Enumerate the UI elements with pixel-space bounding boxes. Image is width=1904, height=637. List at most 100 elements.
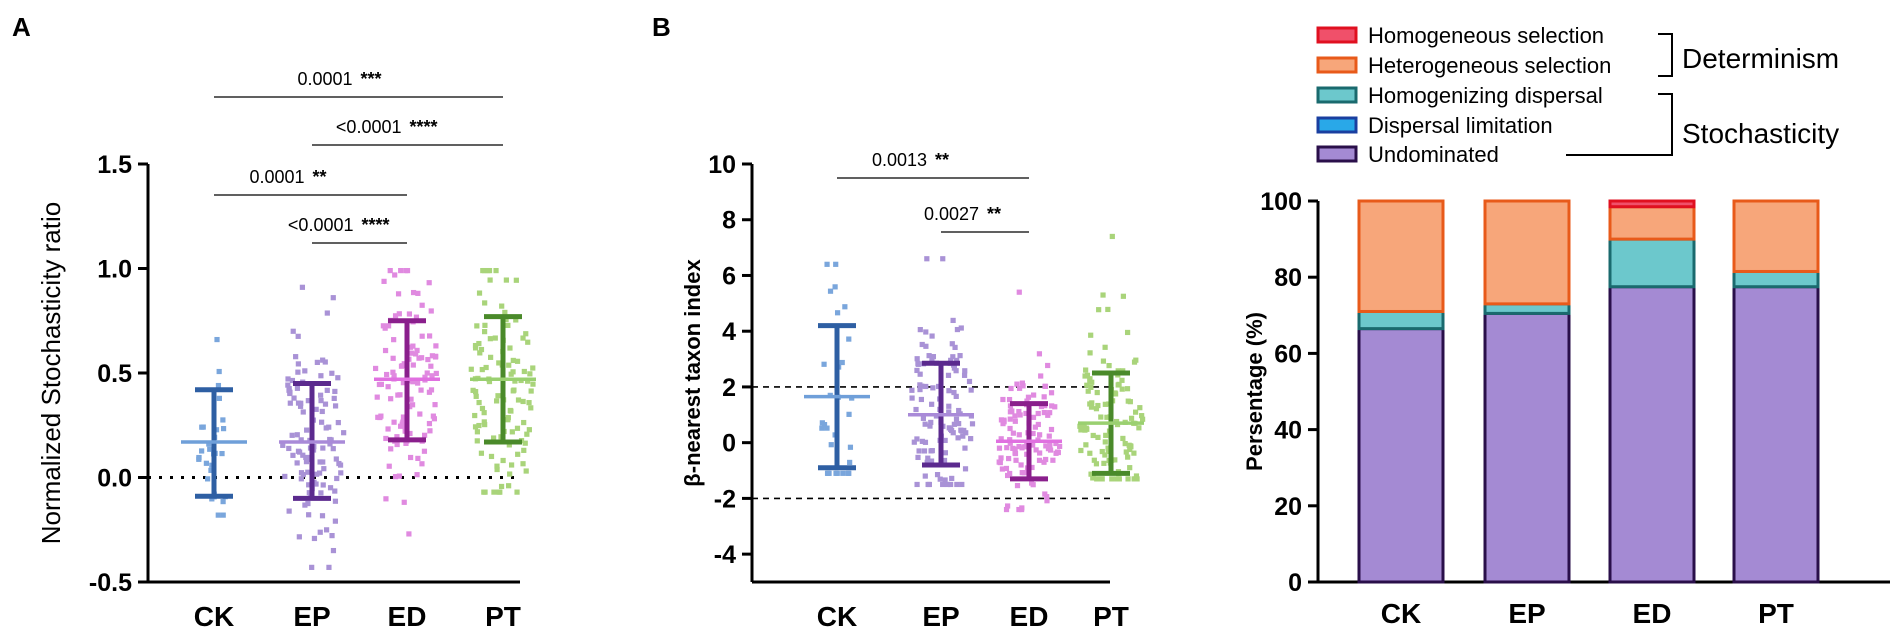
data-point <box>951 389 957 396</box>
data-point <box>220 512 226 518</box>
data-point <box>940 481 946 488</box>
data-point <box>486 267 493 274</box>
data-point <box>398 267 404 274</box>
data-point <box>524 431 530 437</box>
legend-swatch <box>1316 26 1358 44</box>
data-point <box>1087 401 1093 407</box>
data-point <box>206 441 212 447</box>
data-point <box>954 357 960 364</box>
data-point <box>332 403 339 409</box>
data-point <box>374 394 380 400</box>
data-point <box>406 311 413 317</box>
data-point <box>1017 412 1023 418</box>
data-point <box>1093 406 1100 412</box>
data-point <box>1134 476 1140 482</box>
stacked-bar-segment <box>1732 285 1820 584</box>
data-point <box>295 333 301 339</box>
data-point <box>819 420 825 426</box>
data-point <box>410 289 417 296</box>
data-point <box>1133 473 1140 479</box>
data-point <box>1016 506 1022 513</box>
data-point <box>378 413 384 419</box>
data-point <box>372 365 379 372</box>
data-point <box>317 392 324 398</box>
data-point <box>1012 450 1019 457</box>
data-point <box>957 353 963 359</box>
data-point <box>1046 433 1052 439</box>
data-point <box>953 368 959 374</box>
data-point <box>505 415 511 421</box>
data-point <box>507 345 513 351</box>
data-point <box>1038 403 1045 410</box>
data-point <box>341 430 347 436</box>
data-point <box>319 513 326 519</box>
data-point <box>472 412 478 419</box>
data-point <box>300 452 306 458</box>
data-point <box>291 395 297 401</box>
data-point <box>1006 396 1013 403</box>
data-point <box>941 457 948 464</box>
category-label: PT <box>1758 598 1794 629</box>
data-point <box>1005 503 1011 509</box>
data-point <box>324 310 330 316</box>
data-point <box>418 387 424 393</box>
data-point <box>385 384 391 390</box>
data-point <box>942 450 948 456</box>
data-point <box>1078 427 1084 433</box>
data-point <box>1083 425 1089 431</box>
data-point <box>523 468 529 474</box>
legend-swatch <box>1316 145 1358 163</box>
data-point <box>915 360 921 367</box>
data-point <box>433 343 439 349</box>
data-point <box>304 427 310 433</box>
data-point <box>319 419 325 425</box>
data-point <box>1103 432 1109 438</box>
y-tick-label: 0 <box>1288 569 1302 597</box>
data-point <box>199 448 205 454</box>
data-point <box>946 388 952 394</box>
data-point <box>1139 416 1146 422</box>
data-point <box>916 448 922 454</box>
data-point <box>298 476 304 482</box>
significance-stars: **** <box>362 215 390 235</box>
data-point <box>318 373 324 379</box>
data-point <box>332 488 338 494</box>
data-point <box>1105 306 1111 313</box>
data-point <box>1100 358 1107 364</box>
data-point <box>839 359 845 366</box>
data-point <box>508 371 514 377</box>
data-point <box>1098 414 1104 420</box>
data-point <box>478 450 485 456</box>
data-point <box>204 476 211 482</box>
data-point <box>498 483 505 490</box>
data-point <box>951 365 957 371</box>
data-point <box>330 547 337 554</box>
data-point <box>1132 409 1139 415</box>
data-point <box>375 414 381 420</box>
data-point <box>1096 307 1102 313</box>
data-point <box>419 302 425 308</box>
data-point <box>391 373 397 379</box>
legend-label: Heterogeneous selection <box>1368 53 1611 78</box>
category-label: ED <box>1010 601 1049 632</box>
data-point <box>1007 416 1013 422</box>
data-point <box>472 342 479 349</box>
data-point <box>388 446 394 452</box>
data-point <box>522 440 528 446</box>
data-point <box>1090 474 1096 480</box>
data-point <box>924 459 930 465</box>
data-point <box>381 278 387 284</box>
data-point <box>523 331 529 337</box>
data-point <box>958 325 964 331</box>
data-point <box>422 374 428 380</box>
data-point <box>209 496 215 502</box>
data-point <box>1057 443 1063 449</box>
data-point <box>909 395 915 401</box>
data-point <box>996 459 1002 465</box>
data-point <box>920 415 927 421</box>
data-point <box>1120 293 1126 299</box>
data-point <box>390 369 396 375</box>
data-point <box>289 432 295 438</box>
legend-swatch <box>1316 56 1358 74</box>
data-point <box>1104 414 1110 420</box>
